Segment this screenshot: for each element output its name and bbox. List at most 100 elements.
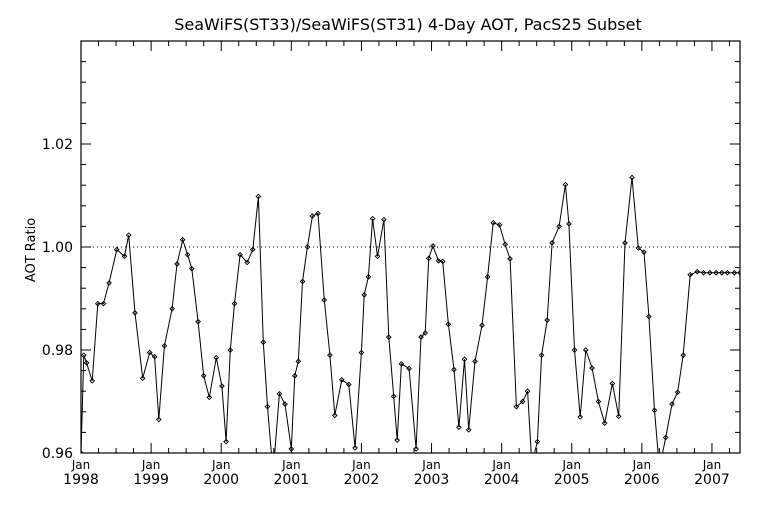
- data-point: [713, 269, 720, 276]
- data-point: [264, 403, 271, 410]
- data-point: [562, 181, 569, 188]
- data-point: [338, 377, 345, 383]
- data-point: [358, 349, 365, 356]
- x-tick-month-label: Jan: [351, 458, 371, 472]
- x-tick-year-label: 2003: [414, 472, 450, 488]
- data-point: [622, 240, 628, 246]
- data-point: [479, 322, 485, 329]
- data-point: [309, 213, 316, 219]
- data-point: [507, 256, 513, 262]
- x-tick-year-label: 1999: [133, 472, 169, 488]
- data-point: [490, 219, 497, 226]
- x-tick-month-label: Jan: [632, 458, 652, 472]
- data-point: [179, 236, 186, 243]
- y-tick-label: 0.98: [42, 343, 73, 359]
- data-point: [139, 375, 146, 382]
- data-point: [213, 354, 220, 361]
- data-point: [155, 416, 162, 423]
- x-tick-year-label: 2000: [203, 472, 239, 488]
- data-point: [83, 360, 90, 366]
- data-point: [291, 372, 298, 379]
- y-tick-label: 1.02: [42, 137, 73, 153]
- data-point: [674, 389, 681, 396]
- data-point: [365, 274, 372, 280]
- data-point: [737, 269, 740, 276]
- axes-layer: 0.960.981.001.02Jan1998Jan1999Jan2000Jan…: [42, 40, 740, 488]
- series-line: [81, 177, 740, 453]
- data-point: [430, 243, 436, 249]
- x-tick-month-label: Jan: [561, 458, 581, 472]
- data-point: [646, 313, 652, 320]
- x-tick-month-label: Jan: [211, 458, 231, 472]
- y-tick-label: 1.00: [42, 240, 73, 256]
- data-point: [94, 300, 101, 307]
- data-point: [589, 365, 595, 371]
- data-point: [304, 244, 311, 250]
- data-point: [81, 352, 87, 358]
- data-point: [223, 438, 229, 445]
- x-tick-year-label: 2005: [554, 472, 590, 488]
- data-point: [321, 297, 328, 303]
- x-tick-year-label: 2002: [344, 472, 380, 488]
- data-point: [472, 358, 478, 365]
- data-point: [422, 330, 429, 336]
- data-point: [635, 245, 642, 251]
- data-point: [657, 466, 661, 470]
- data-point: [184, 251, 191, 258]
- x-tick-month-label: Jan: [421, 458, 441, 472]
- data-point: [519, 398, 526, 405]
- data-point: [394, 437, 401, 443]
- x-tick-year-label: 2007: [694, 472, 730, 488]
- data-point: [524, 388, 531, 395]
- data-point: [534, 438, 541, 445]
- data-point: [566, 220, 572, 227]
- data-point: [374, 253, 381, 260]
- data-point: [595, 398, 602, 405]
- data-point: [89, 378, 96, 384]
- data-point: [406, 365, 412, 372]
- x-tick-month-label: Jan: [141, 458, 161, 472]
- data-point: [530, 461, 534, 465]
- data-point: [390, 393, 397, 400]
- data-point: [255, 193, 262, 200]
- data-point: [227, 347, 234, 353]
- data-point: [174, 261, 180, 267]
- data-point: [724, 269, 731, 276]
- data-point: [381, 216, 387, 223]
- x-tick-month-label: Jan: [71, 458, 91, 472]
- x-tick-year-label: 2004: [484, 472, 520, 488]
- data-point: [601, 420, 608, 426]
- data-point: [121, 253, 128, 260]
- data-point: [299, 278, 306, 285]
- data-point: [106, 280, 112, 286]
- y-axis-label: AOT Ratio: [24, 218, 39, 282]
- data-point: [577, 414, 583, 420]
- series-layer: [81, 174, 740, 470]
- data-point: [609, 380, 616, 387]
- data-point: [549, 240, 555, 246]
- data-point: [146, 349, 153, 356]
- x-tick-year-label: 2006: [624, 472, 660, 488]
- data-point: [556, 223, 562, 230]
- data-point: [445, 321, 452, 328]
- data-point: [465, 426, 472, 433]
- data-point: [237, 251, 243, 258]
- data-point: [352, 445, 358, 451]
- data-point: [315, 210, 321, 217]
- data-point: [398, 361, 405, 367]
- data-point: [731, 269, 738, 276]
- plot-frame: [80, 40, 741, 454]
- data-point: [385, 334, 392, 340]
- x-tick-year-label: 1998: [63, 472, 99, 488]
- data-point: [538, 352, 545, 358]
- data-point: [694, 268, 701, 275]
- data-point: [231, 300, 238, 307]
- data-point: [81, 450, 84, 453]
- data-point: [282, 401, 288, 407]
- data-point: [169, 305, 175, 312]
- data-point: [439, 258, 446, 265]
- data-point: [244, 259, 250, 266]
- data-point: [687, 271, 694, 278]
- data-point: [513, 403, 520, 410]
